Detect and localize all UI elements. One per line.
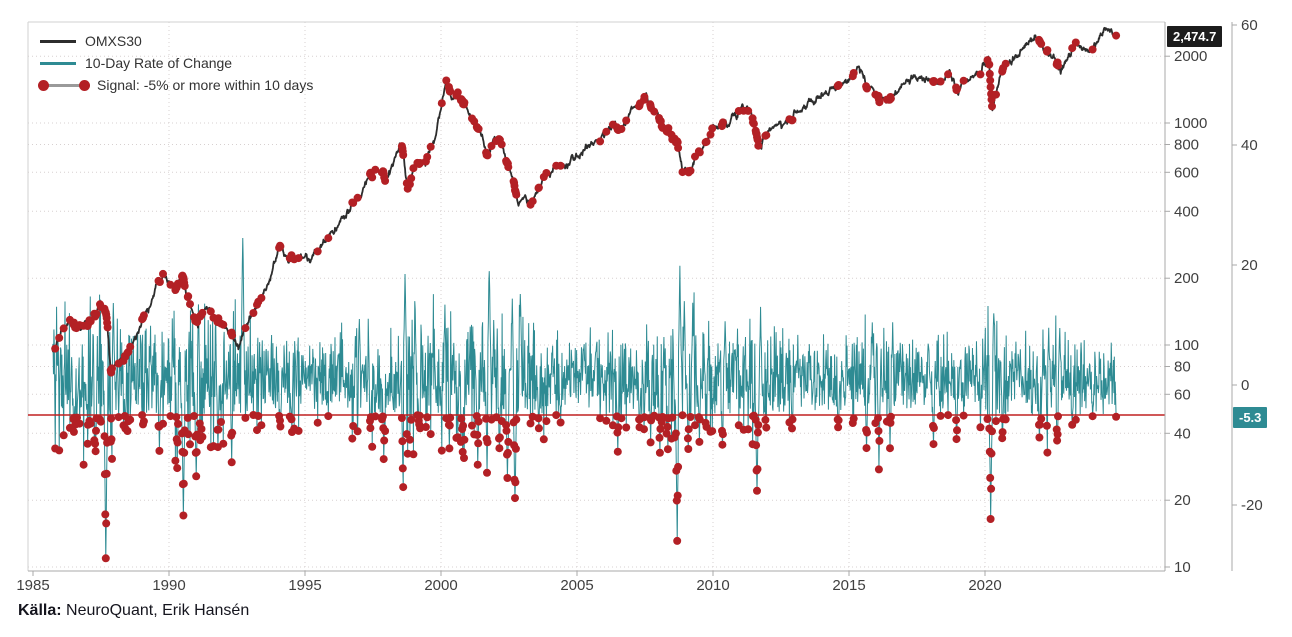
roc-axis-labels: 60 40 20 0 -20 [1232,17,1263,514]
legend-label-omxs30: OMXS30 [85,33,142,49]
svg-text:2000: 2000 [424,577,457,594]
svg-text:40: 40 [1174,425,1191,442]
svg-text:2010: 2010 [696,577,729,594]
svg-text:10: 10 [1174,559,1191,576]
roc-last-badge: -5.3 [1233,407,1268,428]
legend: OMXS30 10-Day Rate of Change Signal: -5%… [38,30,314,96]
source-text: NeuroQuant, Erik Hansén [61,602,250,619]
svg-text:400: 400 [1174,203,1199,220]
signal-swatch-dot-right [79,79,90,91]
x-axis-labels: 1985 1990 1995 2000 2005 2010 2015 2020 [16,571,1002,594]
svg-text:2005: 2005 [560,577,593,594]
legend-item-roc[interactable]: 10-Day Rate of Change [40,52,313,74]
signal-dots-swatch [38,79,90,91]
legend-label-roc: 10-Day Rate of Change [85,55,233,71]
svg-text:40: 40 [1241,137,1258,154]
svg-text:2015: 2015 [832,577,865,594]
svg-text:60: 60 [1174,386,1191,403]
legend-item-omxs30[interactable]: OMXS30 [40,30,313,52]
roc-series-line [52,238,1117,559]
svg-text:0: 0 [1241,377,1249,394]
svg-text:20: 20 [1241,257,1258,274]
svg-text:1990: 1990 [152,577,185,594]
plot-area[interactable] [28,22,1165,571]
omxs30-line-swatch [40,39,76,43]
source-note: Källa: NeuroQuant, Erik Hansén [18,602,249,620]
svg-text:60: 60 [1241,17,1258,34]
svg-text:1000: 1000 [1174,115,1207,132]
svg-text:80: 80 [1174,359,1191,376]
svg-text:-20: -20 [1241,497,1263,514]
svg-text:600: 600 [1174,164,1199,181]
svg-text:2020: 2020 [968,577,1001,594]
svg-text:2000: 2000 [1174,48,1207,65]
svg-text:20: 20 [1174,492,1191,509]
signal-swatch-dot-left [38,79,49,91]
legend-label-signal: Signal: -5% or more within 10 days [97,77,314,93]
price-axis-labels: 2000 1000 800 600 400 200 100 80 60 40 20 10 [1165,48,1207,576]
signal-swatch-line [43,83,85,87]
source-label: Källa: [18,602,62,619]
roc-line-swatch [40,61,76,65]
price-last-badge: 2,474.7 [1167,26,1223,47]
svg-text:1995: 1995 [288,577,321,594]
svg-text:1985: 1985 [16,577,49,594]
svg-text:100: 100 [1174,337,1199,354]
svg-text:200: 200 [1174,270,1199,287]
svg-text:800: 800 [1174,137,1199,154]
signal-dots [51,31,1121,563]
legend-item-signal[interactable]: Signal: -5% or more within 10 days [38,74,314,96]
